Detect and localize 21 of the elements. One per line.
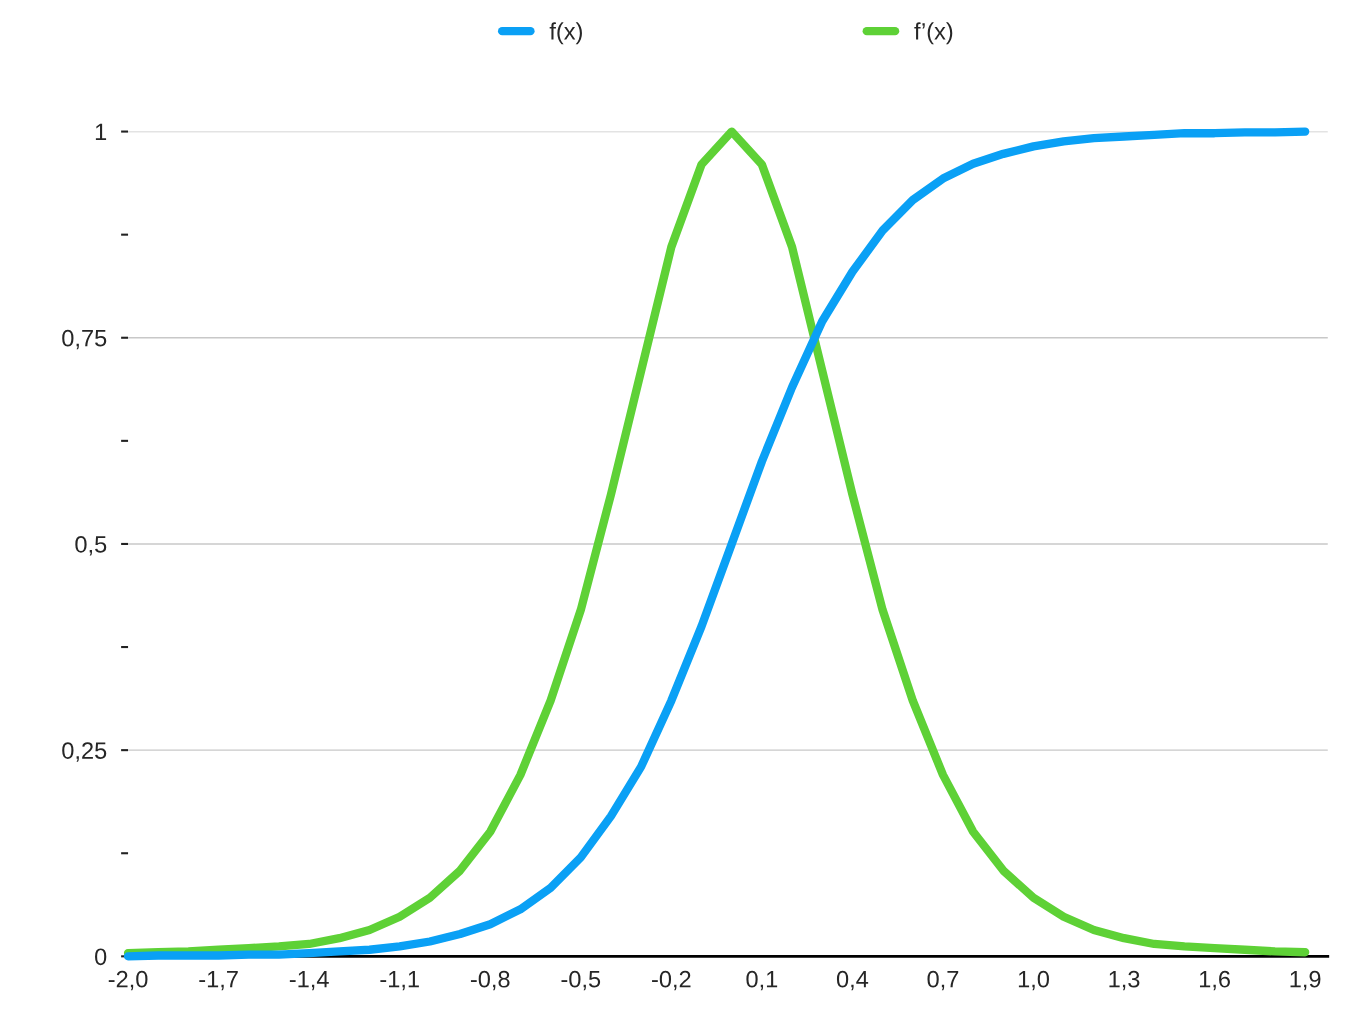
x-tick-label: -2,0: [108, 970, 148, 991]
x-tick-label: -0,5: [561, 970, 601, 991]
x-tick-label: 0,1: [746, 970, 778, 991]
x-tick-label: -0,2: [652, 970, 691, 991]
x-tick-label: 1,3: [1109, 970, 1140, 991]
x-tick-label: 0,4: [836, 970, 869, 991]
legend-label: f(x): [549, 22, 582, 45]
x-tick-label: -1,4: [289, 971, 329, 991]
x-tick-label: 1,9: [1290, 970, 1321, 991]
y-tick-label: 0: [95, 948, 107, 966]
x-tick-label: 1,6: [1199, 970, 1230, 991]
y-tick-label: 1: [95, 123, 107, 141]
x-tick-label: 1,0: [1018, 970, 1049, 991]
x-tick-label: -1,7: [199, 971, 238, 991]
legend-label: f’(x): [914, 22, 953, 45]
x-tick-label: -0,8: [470, 970, 510, 991]
y-tick-label: 0,75: [62, 329, 107, 350]
y-tick-label: 0,25: [62, 742, 107, 762]
x-tick-label: 0,7: [927, 970, 959, 991]
x-tick-label: -1,1: [380, 971, 419, 991]
y-tick-label: 0,5: [75, 536, 107, 556]
